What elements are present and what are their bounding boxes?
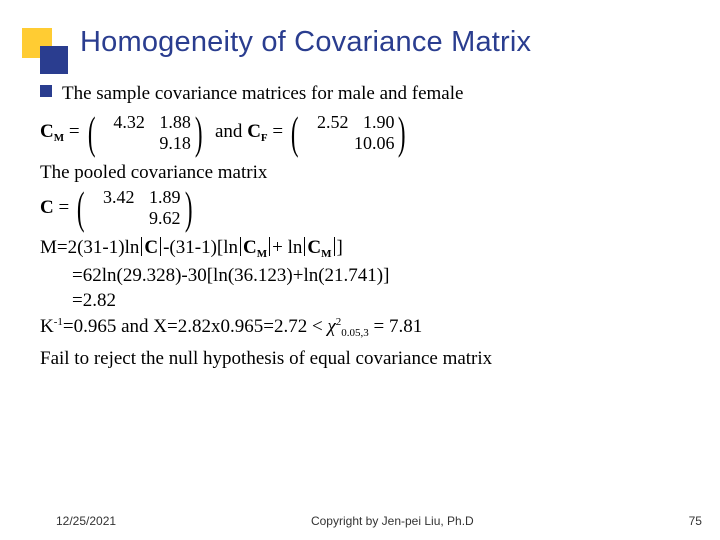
pooled-label: The pooled covariance matrix xyxy=(40,161,690,185)
and-text: and xyxy=(215,121,242,142)
m-part4: ] xyxy=(337,237,343,258)
cf-12: 1.90 xyxy=(348,112,394,134)
chi-symbol: χ xyxy=(327,316,335,337)
intro-text: The sample covariance matrices for male … xyxy=(62,83,463,104)
c-symbol: C xyxy=(40,197,54,218)
m-part2: -(31-1)[ln xyxy=(163,237,238,258)
k-line: K-1=0.965 and X=2.82x0.965=2.72 < χ20.05… xyxy=(40,315,690,341)
m-part1: M=2(31-1)ln xyxy=(40,237,139,258)
m-result: =2.82 xyxy=(72,289,690,313)
matrix-cf: ( 2.521.90 10.06 ) xyxy=(287,112,410,155)
footer-page: 75 xyxy=(689,514,702,528)
cm-symbol: C xyxy=(40,121,54,142)
cf-22: 10.06 xyxy=(348,133,394,155)
c-12: 1.89 xyxy=(135,187,181,209)
conclusion: Fail to reject the null hypothesis of eq… xyxy=(40,347,690,371)
matrix-c: ( 3.421.89 9.62 ) xyxy=(73,187,196,230)
m-part3: + ln xyxy=(272,237,302,258)
matrix-cm: ( 4.321.88 9.18 ) xyxy=(84,112,207,155)
matrices-row: CM = ( 4.321.88 9.18 ) and CF = ( 2.521.… xyxy=(40,112,690,155)
m-formula: M=2(31-1)lnC-(31-1)[lnCM+ lnCM] xyxy=(40,236,690,262)
cm-subscript: M xyxy=(54,132,64,144)
c-22: 9.62 xyxy=(135,208,181,230)
footer-copyright: Copyright by Jen-pei Liu, Ph.D xyxy=(311,514,474,528)
chi-value: = 7.81 xyxy=(369,316,422,337)
pooled-row: C = ( 3.421.89 9.62 ) xyxy=(40,187,690,230)
slide-body: The sample covariance matrices for male … xyxy=(40,82,690,373)
cf-11: 2.52 xyxy=(302,112,348,134)
slide-title: Homogeneity of Covariance Matrix xyxy=(80,26,531,59)
intro-line: The sample covariance matrices for male … xyxy=(40,82,690,106)
cm-12: 1.88 xyxy=(145,112,191,134)
cm-22: 9.18 xyxy=(145,133,191,155)
cf-subscript: F xyxy=(261,132,268,144)
footer: 12/25/2021 Copyright by Jen-pei Liu, Ph.… xyxy=(0,514,720,528)
chi-sub: 0.05,3 xyxy=(341,327,369,339)
bullet-icon xyxy=(40,85,52,97)
c-11: 3.42 xyxy=(89,187,135,209)
m-numeric: =62ln(29.328)-30[ln(36.123)+ln(21.741)] xyxy=(72,264,690,288)
slide-decoration xyxy=(22,28,68,74)
cf-symbol: C xyxy=(247,121,261,142)
k-body: =0.965 and X=2.82x0.965=2.72 < xyxy=(63,316,328,337)
k-sup: -1 xyxy=(54,316,63,328)
cm-11: 4.32 xyxy=(99,112,145,134)
footer-date: 12/25/2021 xyxy=(56,514,116,528)
k-symbol: K xyxy=(40,316,54,337)
